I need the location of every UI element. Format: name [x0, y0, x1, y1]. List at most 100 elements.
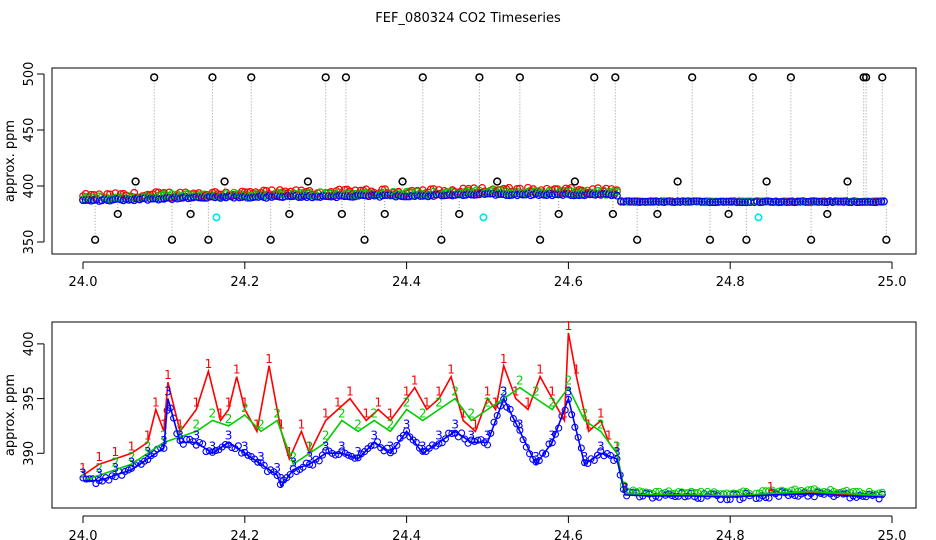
bottom-series-marker-1: 1 — [423, 396, 431, 410]
bottom-series-marker-3: 3 — [565, 385, 573, 399]
bottom-plot-frame — [51, 321, 917, 509]
top-baseline-point — [627, 197, 636, 206]
bottom-series-marker-1: 1 — [767, 480, 775, 494]
top-outlier-point — [131, 177, 140, 186]
top-outlier-point — [398, 177, 407, 186]
bottom-series-marker-2: 2 — [79, 467, 87, 481]
bottom-band-point — [681, 493, 689, 501]
top-baseline-point — [722, 197, 731, 206]
bottom-series-marker-2: 2 — [95, 461, 103, 475]
bottom-series-marker-2: 2 — [257, 417, 265, 431]
bottom-series-marker-3: 3 — [451, 417, 459, 431]
bottom-series-marker-2: 2 — [160, 428, 168, 442]
bottom-band-point — [393, 441, 401, 449]
bottom-series-marker-3: 3 — [322, 439, 330, 453]
bottom-series-marker-1: 1 — [621, 480, 629, 494]
bottom-series-marker-1: 1 — [241, 396, 249, 410]
bottom-series-marker-2: 2 — [581, 406, 589, 420]
top-baseline-point — [777, 197, 786, 206]
top-baseline-point — [839, 197, 848, 206]
bottom-band-point — [513, 420, 521, 428]
top-data-layer — [79, 73, 891, 244]
top-baseline-point — [853, 198, 861, 207]
top-baseline-point — [863, 198, 872, 206]
bottom-series-marker-3: 3 — [354, 445, 362, 459]
top-outlier-point — [475, 73, 484, 82]
top-outlier-point — [611, 73, 620, 82]
top-baseline-point — [815, 197, 824, 206]
bottom-band-point — [509, 415, 517, 423]
bottom-band-point — [260, 461, 268, 469]
bottom-series-marker-2: 2 — [176, 423, 184, 437]
bottom-series-marker-3: 3 — [597, 439, 605, 453]
bottom-series-marker-1: 1 — [346, 385, 354, 399]
bottom-series-marker-1: 1 — [253, 417, 261, 431]
bottom-series-marker-3: 3 — [613, 445, 621, 459]
bottom-band-point — [318, 451, 327, 459]
bottom-series-marker-3: 3 — [548, 428, 556, 442]
bottom-series-marker-3: 3 — [621, 481, 629, 495]
top-plot-frame — [51, 67, 917, 255]
top-outlier-point — [266, 235, 275, 244]
bottom-y-tick-label: 400 — [22, 331, 37, 356]
top-outlier-point — [493, 177, 502, 186]
bottom-band-point — [548, 439, 556, 447]
bottom-series-marker-3: 3 — [273, 461, 281, 475]
bottom-series-marker-3: 3 — [516, 417, 524, 431]
top-outlier-point — [437, 235, 446, 244]
top-outlier-point — [724, 209, 733, 219]
bottom-series-marker-3: 3 — [79, 467, 87, 481]
bottom-series-marker-1: 1 — [573, 363, 581, 377]
top-outlier-point — [341, 73, 351, 82]
top-panel: approx. ppm 24.0 24.2 24.4 24.6 24.8 25.0 350… — [3, 62, 917, 290]
bottom-series-marker-2: 2 — [435, 396, 443, 410]
bottom-series-marker-2: 2 — [322, 428, 330, 442]
bottom-series-marker-2: 2 — [597, 417, 605, 431]
top-outlier-point — [220, 177, 229, 186]
top-outlier-point — [167, 235, 177, 244]
top-baseline-point — [820, 198, 829, 206]
top-baseline-point — [719, 197, 728, 206]
top-outlier-point — [150, 73, 159, 82]
bottom-series-marker-1: 1 — [112, 445, 120, 459]
bottom-series-marker-2: 2 — [548, 396, 556, 410]
top-baseline-point — [662, 197, 671, 206]
bottom-series-marker-2: 2 — [241, 401, 249, 415]
bottom-x-tick-label: 24.0 — [69, 529, 98, 540]
top-outlier-point — [653, 209, 662, 219]
bottom-band-point — [487, 429, 495, 437]
top-y-axis-label: approx. ppm — [3, 120, 18, 202]
bottom-series-marker-3: 3 — [95, 467, 103, 481]
top-x-tick-label: 24.0 — [69, 275, 98, 290]
top-outlier-point — [762, 177, 771, 186]
bottom-series-line-2 — [82, 386, 884, 497]
bottom-series-marker-3: 3 — [176, 428, 184, 442]
top-outlier-point — [90, 235, 100, 244]
bottom-series-marker-2: 2 — [613, 439, 621, 453]
bottom-series-marker-1: 1 — [613, 439, 621, 453]
top-outlier-point — [380, 209, 389, 219]
bottom-series-marker-3: 3 — [338, 439, 346, 453]
top-baseline-point — [641, 197, 650, 206]
bottom-band-point — [403, 427, 411, 435]
top-baseline-point — [689, 197, 698, 206]
bottom-band-point — [535, 457, 543, 465]
bottom-series-marker-3: 3 — [500, 385, 508, 399]
top-baseline-point — [861, 198, 869, 206]
bottom-series-marker-1: 1 — [524, 396, 532, 410]
bottom-band-point — [471, 437, 479, 445]
bottom-panel: approx. ppm 11 1 1111111111111111111111111… — [3, 319, 917, 540]
bottom-series-marker-2: 2 — [128, 450, 136, 464]
top-outlier-point — [786, 73, 796, 82]
bottom-series-marker-1: 1 — [164, 368, 172, 382]
bottom-x-tick-label: 24.8 — [716, 529, 745, 540]
bottom-y-axis: 390 395 400 — [22, 331, 45, 466]
top-y-axis: 350 400 450 500 — [22, 62, 45, 254]
top-outlier-point — [455, 209, 464, 219]
top-outlier-point — [554, 209, 563, 219]
bottom-series-marker-2: 2 — [532, 385, 540, 399]
top-outlier-point — [688, 73, 697, 82]
bottom-series-marker-1: 1 — [374, 396, 382, 410]
top-y-tick-label: 450 — [22, 118, 37, 143]
